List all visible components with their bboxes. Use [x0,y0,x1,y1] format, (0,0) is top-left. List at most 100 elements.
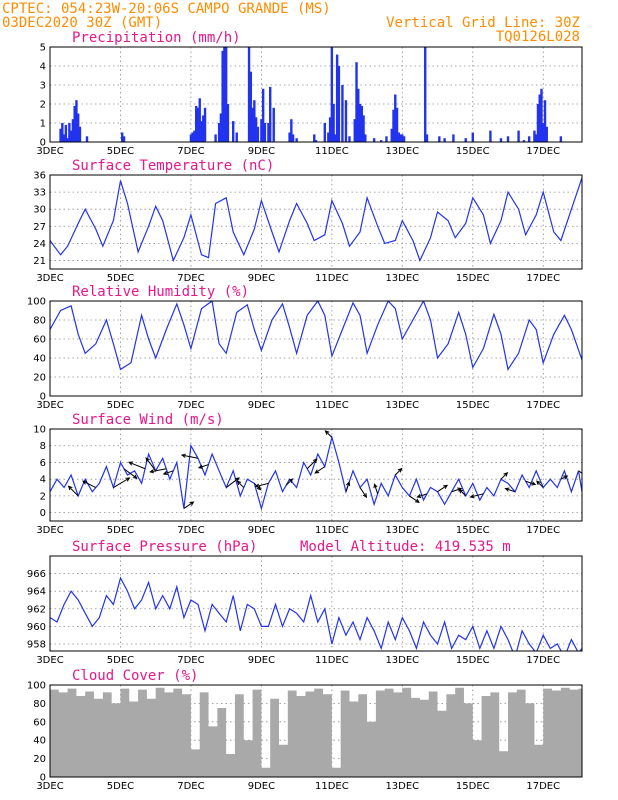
precip-bar [341,85,344,142]
wind-arrow [306,458,318,470]
y-tick-label: 0 [40,138,46,149]
y-tick-label: 40 [33,354,46,365]
precipitation-frame [49,46,583,143]
precip-bar [533,130,536,142]
precip-bar [62,134,66,142]
x-tick-label: 7DEC [177,655,204,666]
x-tick-label: 9DEC [248,655,275,666]
wind-title: Surface Wind (m/s) [72,412,224,428]
precipitation-title: Precipitation (mm/h) [72,30,241,46]
x-tick-label: 5DEC [107,655,134,666]
temperature-title: Surface Temperature (nC) [72,158,274,174]
wind-arrow [345,481,351,492]
precip-bar [78,126,82,142]
precip-bar [424,47,427,142]
y-tick-label: 10 [33,425,46,436]
x-tick-label: 11DEC [315,781,349,792]
y-tick-label: 36 [33,171,46,182]
wind-arrow [225,477,240,488]
humidity-panel: Relative Humidity (%) 3DEC 5DEC 7DEC 9DEC 11D… [27,284,583,411]
precip-bar [73,105,76,142]
x-tick-label: 11DEC [315,146,349,157]
precip-bar [397,132,400,142]
wind-arrow [183,501,195,509]
precip-bar [71,119,75,142]
precip-bar [402,136,406,142]
x-tick-label: 5DEC [107,781,134,792]
precip-bar [357,88,360,142]
precip-bar [394,94,397,142]
x-tick-label: 5DEC [107,146,134,157]
precip-bar [68,123,71,142]
x-tick-label: 3DEC [36,146,63,157]
precip-bar [499,138,503,142]
precip-bar [425,134,429,142]
precip-bar [399,134,402,142]
y-tick-label: 3 [40,81,46,92]
humidity-title: Relative Humidity (%) [72,284,249,300]
x-tick-label: 13DEC [385,525,419,536]
precip-bar [360,105,364,142]
x-tick-label: 9DEC [248,273,275,284]
y-tick-label: 2 [40,491,46,502]
wind-arrow [145,457,157,472]
wind-frame [49,428,583,522]
wind-plot-area [50,430,582,511]
precip-bar [489,130,492,142]
precip-bar [217,123,221,142]
vertical-grid-note: Vertical Grid Line: 30Z [386,15,580,31]
x-tick-label: 15DEC [456,525,490,536]
precip-bar [223,47,226,142]
precip-bar [362,115,365,142]
precip-bar [224,47,228,142]
model-altitude-label: Model Altitude: 419.535 m [300,539,511,555]
precip-bar [538,94,541,142]
humidity-frame [49,300,583,397]
x-tick-label: 17DEC [526,400,560,411]
precip-bar [195,105,198,142]
wind-arrow [162,470,174,476]
precip-bar [522,140,526,142]
x-tick-label: 13DEC [385,781,419,792]
precip-bar [203,107,207,142]
x-tick-label: 7DEC [177,146,204,157]
precip-bar [85,136,89,142]
precip-bar [189,134,193,142]
x-tick-label: 15DEC [456,146,490,157]
x-tick-label: 15DEC [456,400,490,411]
precip-bar [545,126,548,142]
y-tick-label: 0 [40,392,46,403]
x-tick-label: 17DEC [526,146,560,157]
precip-bar [358,104,362,142]
precip-bar [536,104,540,142]
precip-bar [202,115,205,142]
x-tick-label: 5DEC [107,400,134,411]
x-tick-label: 11DEC [315,655,349,666]
precip-bar [288,132,291,142]
x-tick-label: 7DEC [177,781,204,792]
precip-bar [59,128,62,142]
precip-bar [353,119,356,142]
x-tick-label: 13DEC [385,655,419,666]
wind-arrow [123,468,138,480]
precip-bar [261,88,265,142]
precip-bar [335,54,339,142]
wind-arrow [180,453,199,459]
station-header: CPTEC: 054:23W-20:06S CAMPO GRANDE (MS) [2,1,331,17]
precip-bar [313,134,316,142]
y-tick-label: 33 [33,188,46,199]
precip-bar [260,119,263,142]
precip-bar [291,134,295,142]
precip-bar [295,138,298,142]
y-tick-label: 964 [27,587,46,598]
x-tick-label: 11DEC [315,525,349,536]
precip-bar [251,107,254,142]
precip-bar [256,126,260,142]
precip-bar [452,134,455,142]
precip-bar [314,140,318,142]
x-tick-label: 3DEC [36,525,63,536]
wind-arrow [67,485,79,497]
precip-bar [334,134,337,142]
wind-arrow [525,480,537,486]
precip-bar [200,121,203,142]
